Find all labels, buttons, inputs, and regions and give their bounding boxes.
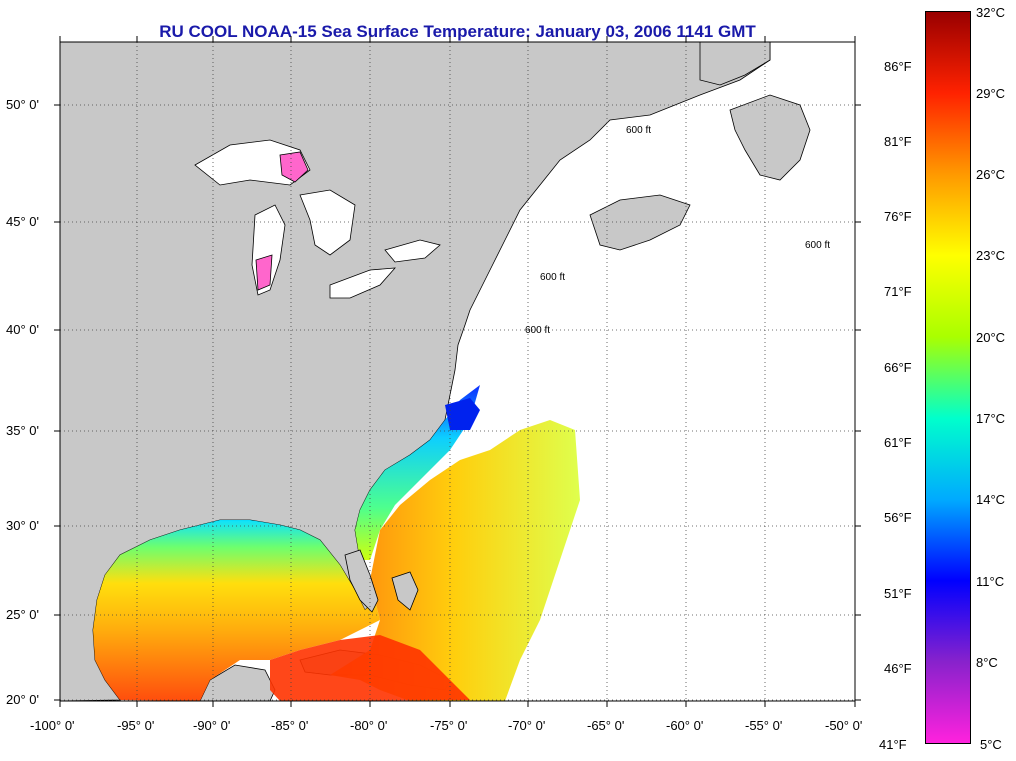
sst-atlantic-offshore [330, 420, 580, 701]
lon-label: -55° 0' [745, 718, 783, 733]
lon-label: -90° 0' [193, 718, 231, 733]
celsius-label: 23°C [976, 248, 1006, 263]
celsius-label: 20°C [976, 330, 1006, 345]
lon-label: -100° 0' [30, 718, 75, 733]
contour-label: 600 ft [525, 325, 550, 336]
fahrenheit-label: 71°F [884, 284, 912, 299]
lon-label: -70° 0' [508, 718, 546, 733]
fahrenheit-label: 81°F [884, 134, 912, 149]
fahrenheit-label: 61°F [884, 435, 912, 450]
celsius-label: 5°C [980, 737, 1002, 752]
celsius-label: 29°C [976, 86, 1006, 101]
lat-label: 50° 0' [6, 97, 39, 112]
fahrenheit-label: 86°F [884, 59, 912, 74]
celsius-label: 14°C [976, 492, 1006, 507]
lat-label: 40° 0' [6, 322, 39, 337]
temperature-colorbar [925, 11, 971, 744]
land-florida [344, 549, 379, 613]
fahrenheit-label: 46°F [884, 661, 912, 676]
celsius-label: 17°C [976, 411, 1006, 426]
land-bahamas [391, 571, 419, 611]
lon-label: -75° 0' [430, 718, 468, 733]
lon-label: -95° 0' [117, 718, 155, 733]
celsius-label: 11°C [976, 574, 1005, 589]
lat-label: 30° 0' [6, 518, 39, 533]
sst-cold-patch [445, 398, 480, 430]
fahrenheit-label: 66°F [884, 360, 912, 375]
lon-label: -50° 0' [825, 718, 863, 733]
fahrenheit-label: 76°F [884, 209, 912, 224]
lat-label: 35° 0' [6, 423, 39, 438]
axis-ticks [54, 36, 861, 707]
celsius-label: 32°C [976, 5, 1006, 20]
lon-label: -80° 0' [350, 718, 388, 733]
sst-gulf-of-mexico [93, 520, 380, 701]
lon-label: -85° 0' [271, 718, 309, 733]
lat-label: 20° 0' [6, 692, 39, 707]
sst-atlantic-shelf [355, 385, 480, 560]
lat-label: 45° 0' [6, 214, 39, 229]
land-newfoundland [729, 94, 811, 181]
contour-label: 600 ft [540, 272, 565, 283]
contour-label: 600 ft [626, 125, 651, 136]
lon-label: -60° 0' [666, 718, 704, 733]
map-frame [59, 41, 856, 702]
contour-label: 600 ft [805, 240, 830, 251]
celsius-label: 26°C [976, 167, 1006, 182]
lat-label: 25° 0' [6, 607, 39, 622]
graticule [59, 42, 856, 701]
lon-label: -65° 0' [587, 718, 625, 733]
fahrenheit-label: 41°F [879, 737, 907, 752]
great-lakes [194, 139, 441, 299]
celsius-label: 8°C [976, 655, 998, 670]
fahrenheit-label: 56°F [884, 510, 912, 525]
fahrenheit-label: 51°F [884, 586, 912, 601]
sst-caribbean [270, 635, 470, 701]
